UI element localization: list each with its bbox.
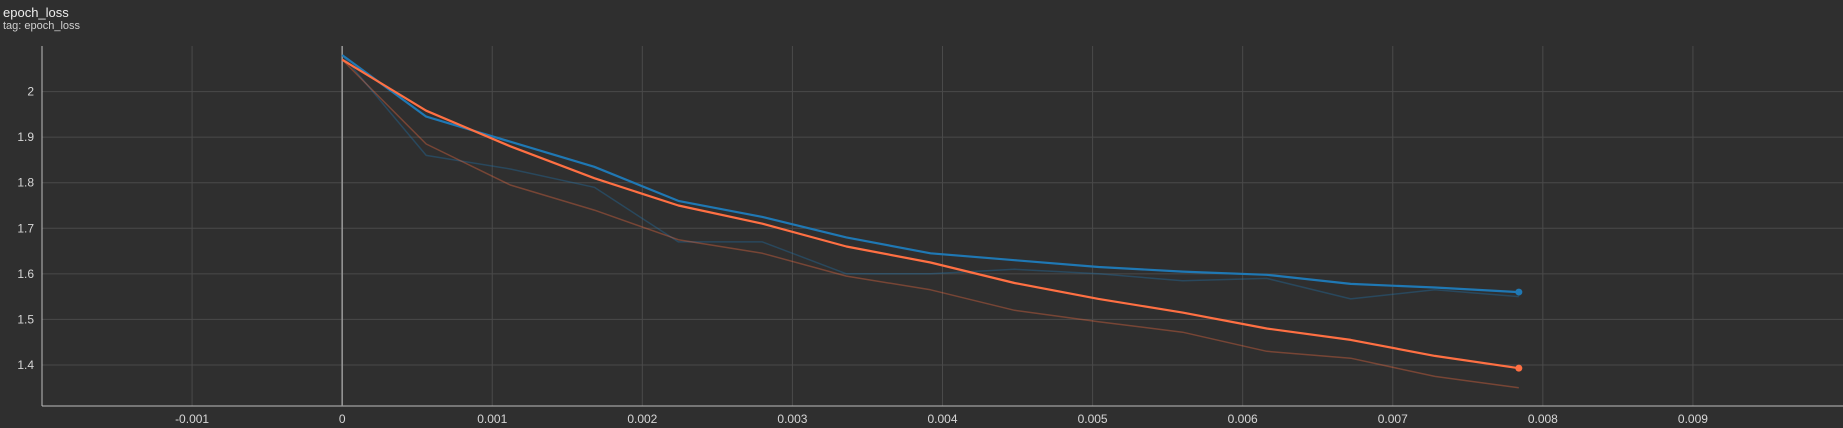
y-tick-labels: 1.4 1.5 1.6 1.7 1.8 1.9 2 [17,85,34,372]
series-0-end-point[interactable] [1515,288,1523,296]
series-0-raw-line [341,54,1519,300]
y-tick-label: 1.9 [17,130,34,144]
grid-vertical [191,46,1694,406]
x-tick-label: 0.005 [1078,412,1108,426]
x-tick-labels: -0.001 0 0.001 0.002 0.003 0.004 0.005 0.006 0.0… [175,412,1708,426]
y-tick-label: 1.6 [17,267,34,281]
x-tick-label: 0.006 [1228,412,1258,426]
x-tick-label: 0.008 [1528,412,1558,426]
x-tick-label: 0.004 [927,412,957,426]
x-tick-label: 0.007 [1378,412,1408,426]
x-tick-label: 0.003 [777,412,807,426]
series-1-smoothed-line[interactable] [341,58,1519,370]
chart-subtitle: tag: epoch_loss [3,20,81,32]
chart-title: epoch_loss [3,5,69,20]
series-layer [341,54,1523,389]
y-tick-label: 1.5 [17,312,34,326]
x-tick-label: 0.001 [477,412,507,426]
x-tick-label: 0.009 [1678,412,1708,426]
y-tick-label: 1.4 [17,358,34,372]
series-1-raw-line [341,59,1519,389]
series-0-smoothed-line[interactable] [341,54,1519,294]
x-tick-label: 0.002 [627,412,657,426]
series-1-end-point[interactable] [1515,364,1523,372]
y-tick-label: 1.8 [17,176,34,190]
y-tick-label: 1.7 [17,221,34,235]
x-tick-label: -0.001 [175,412,209,426]
x-tick-label: 0 [339,412,346,426]
y-tick-label: 2 [27,85,34,99]
